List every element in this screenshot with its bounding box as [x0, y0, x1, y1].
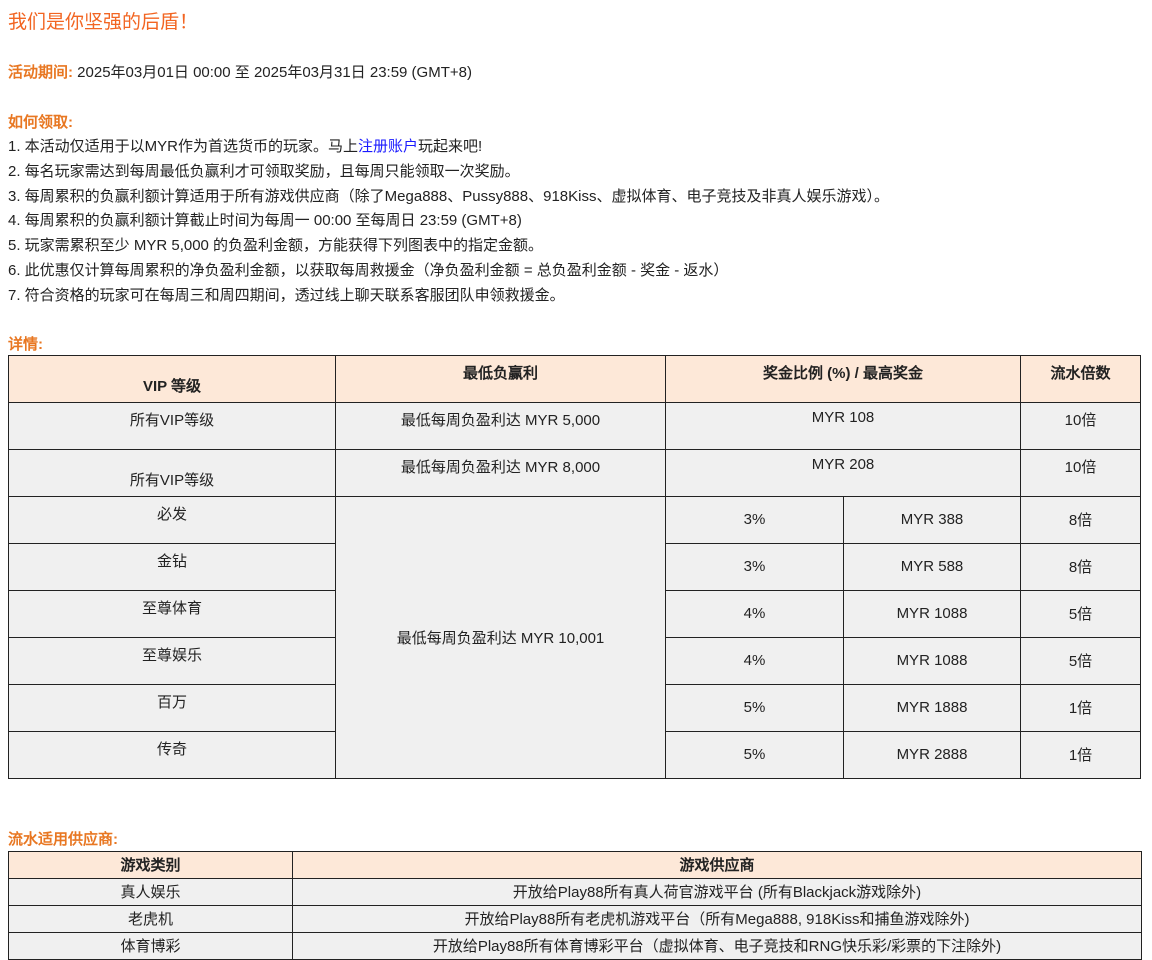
- table-row: 传奇 5% MYR 2888 1倍: [8, 730, 1141, 779]
- page-title: 我们是你坚强的后盾！: [8, 12, 199, 33]
- rule-item: 3. 每周累积的负赢利额计算适用于所有游戏供应商（除了Mega888、Pussy…: [8, 187, 889, 205]
- table-row: 至尊体育 4% MYR 1088 5倍: [8, 589, 1141, 638]
- max-cell: MYR 2888: [843, 730, 1021, 779]
- table-row: 至尊娱乐 4% MYR 1088 5倍: [8, 636, 1141, 685]
- table-row: 金钻 3% MYR 588 8倍: [8, 542, 1141, 591]
- max-cell: MYR 588: [843, 542, 1021, 591]
- rule-item: 1. 本活动仅适用于以MYR作为首选货币的玩家。马上注册账户玩起来吧!: [8, 135, 1144, 160]
- header-vip: VIP 等级: [8, 354, 336, 403]
- turnover-cell: 5倍: [1020, 589, 1141, 638]
- table-header-row: 游戏类别 游戏供应商: [8, 850, 1142, 879]
- max-cell: MYR 1088: [843, 636, 1021, 685]
- bonus-cell: MYR 208: [665, 448, 1021, 497]
- turnover-cell: 1倍: [1020, 683, 1141, 732]
- rule-text: 1. 本活动仅适用于以MYR作为首选货币的玩家。马上: [8, 138, 359, 155]
- max-cell: MYR 388: [843, 495, 1021, 544]
- table-row: 真人娱乐 开放给Play88所有真人荷官游戏平台 (所有Blackjack游戏除…: [8, 877, 1142, 906]
- table-row: 老虎机 开放给Play88所有老虎机游戏平台（所有Mega888, 918Kis…: [8, 904, 1142, 933]
- turnover-cell: 1倍: [1020, 730, 1141, 779]
- period-value: 2025年03月01日 00:00 至 2025年03月31日 23:59 (G…: [73, 64, 472, 81]
- max-cell: MYR 1088: [843, 589, 1021, 638]
- table-header-row: VIP 等级 最低负赢利 奖金比例 (%) / 最高奖金 流水倍数: [8, 354, 1141, 403]
- providers-heading: 流水适用供应商:: [8, 830, 118, 848]
- pct-cell: 3%: [665, 542, 844, 591]
- provider-cell: 开放给Play88所有体育博彩平台（虚拟体育、电子竞技和RNG快乐彩/彩票的下注…: [292, 931, 1142, 960]
- header-turnover: 流水倍数: [1020, 354, 1141, 403]
- header-provider: 游戏供应商: [292, 850, 1142, 879]
- turnover-cell: 8倍: [1020, 495, 1141, 544]
- table-row: 所有VIP等级 最低每周负盈利达 MYR 8,000 MYR 208 10倍: [8, 448, 1141, 497]
- category-cell: 老虎机: [8, 904, 293, 933]
- pct-cell: 4%: [665, 636, 844, 685]
- activity-period: 活动期间: 2025年03月01日 00:00 至 2025年03月31日 23…: [8, 60, 1144, 85]
- pct-cell: 5%: [665, 683, 844, 732]
- header-min: 最低负赢利: [335, 354, 666, 403]
- rule-item: 4. 每周累积的负赢利额计算截止时间为每周一 00:00 至每周日 23:59 …: [8, 212, 522, 230]
- rule-item: 7. 符合资格的玩家可在每周三和周四期间，透过线上聊天联系客服团队申领救援金。: [8, 286, 565, 304]
- rule-item: 6. 此优惠仅计算每周累积的净负盈利金额，以获取每周救援金（净负盈利金额 = 总…: [8, 261, 729, 279]
- turnover-cell: 10倍: [1020, 401, 1141, 450]
- pct-cell: 3%: [665, 495, 844, 544]
- period-label: 活动期间:: [8, 64, 73, 81]
- table-row: 百万 5% MYR 1888 1倍: [8, 683, 1141, 732]
- vip-cell: 金钻: [8, 542, 336, 591]
- provider-cell: 开放给Play88所有老虎机游戏平台（所有Mega888, 918Kiss和捕鱼…: [292, 904, 1142, 933]
- pct-cell: 5%: [665, 730, 844, 779]
- turnover-cell: 10倍: [1020, 448, 1141, 497]
- pct-cell: 4%: [665, 589, 844, 638]
- bonus-cell: MYR 108: [665, 401, 1021, 450]
- table-row: 体育博彩 开放给Play88所有体育博彩平台（虚拟体育、电子竞技和RNG快乐彩/…: [8, 931, 1142, 960]
- vip-cell: 至尊体育: [8, 589, 336, 638]
- vip-cell: 所有VIP等级: [8, 401, 336, 450]
- max-cell: MYR 1888: [843, 683, 1021, 732]
- shared-min-cell: 最低每周负盈利达 MYR 10,001: [335, 495, 666, 779]
- rebate-table: VIP 等级 最低负赢利 奖金比例 (%) / 最高奖金 流水倍数 所有VIP等…: [8, 354, 1141, 779]
- vip-cell: 至尊娱乐: [8, 636, 336, 685]
- vip-cell: 传奇: [8, 730, 336, 779]
- category-cell: 真人娱乐: [8, 877, 293, 906]
- min-cell: 最低每周负盈利达 MYR 8,000: [335, 448, 666, 497]
- rules-list: 1. 本活动仅适用于以MYR作为首选货币的玩家。马上注册账户玩起来吧! 2. 每…: [8, 135, 1144, 309]
- category-cell: 体育博彩: [8, 931, 293, 960]
- min-cell: 最低每周负盈利达 MYR 5,000: [335, 401, 666, 450]
- providers-table: 游戏类别 游戏供应商 真人娱乐 开放给Play88所有真人荷官游戏平台 (所有B…: [8, 850, 1142, 960]
- how-to-claim-heading: 如何领取:: [8, 114, 73, 131]
- turnover-cell: 8倍: [1020, 542, 1141, 591]
- vip-cell: 所有VIP等级: [8, 448, 336, 497]
- details-heading: 详情:: [8, 335, 43, 353]
- header-category: 游戏类别: [8, 850, 293, 879]
- rule-item: 5. 玩家需累积至少 MYR 5,000 的负盈利金额，方能获得下列图表中的指定…: [8, 237, 544, 255]
- turnover-cell: 5倍: [1020, 636, 1141, 685]
- table-row: 必发 最低每周负盈利达 MYR 10,001 3% MYR 388 8倍: [8, 495, 1141, 779]
- provider-cell: 开放给Play88所有真人荷官游戏平台 (所有Blackjack游戏除外): [292, 877, 1142, 906]
- register-link[interactable]: 注册账户: [358, 138, 419, 155]
- vip-cell: 必发: [8, 495, 336, 544]
- header-bonus: 奖金比例 (%) / 最高奖金: [665, 354, 1021, 403]
- vip-cell: 百万: [8, 683, 336, 732]
- rule-text-end: 玩起来吧!: [418, 138, 483, 155]
- rule-item: 2. 每名玩家需达到每周最低负赢利才可领取奖励，且每周只能领取一次奖励。: [8, 162, 520, 180]
- table-row: 所有VIP等级 最低每周负盈利达 MYR 5,000 MYR 108 10倍: [8, 401, 1141, 450]
